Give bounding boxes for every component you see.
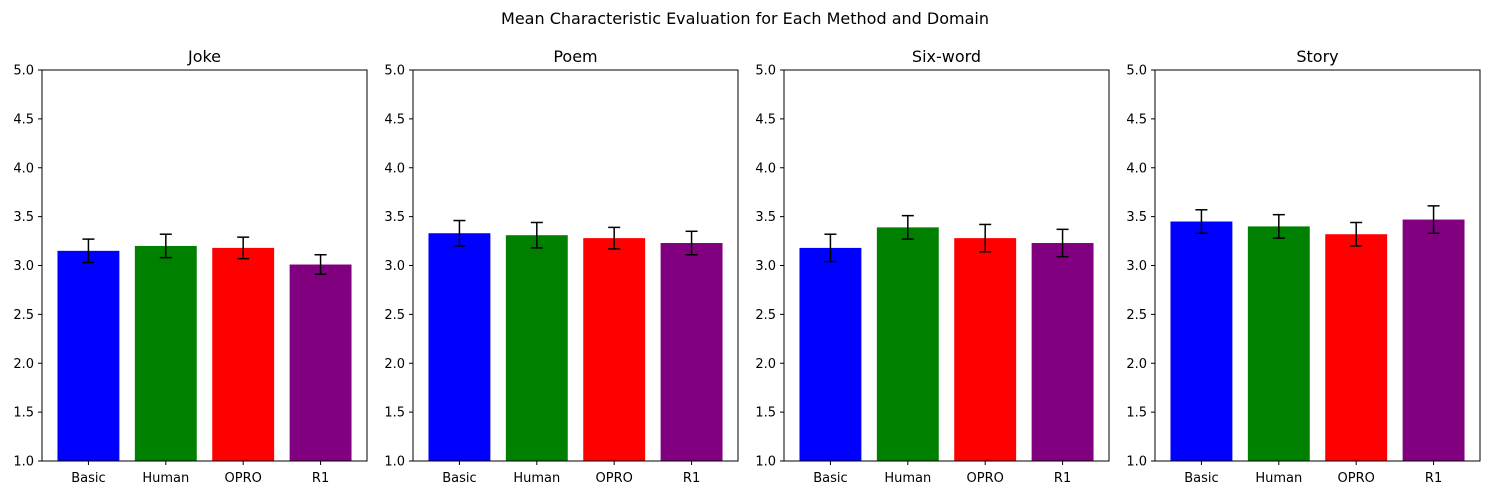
figure-suptitle: Mean Characteristic Evaluation for Each … — [501, 9, 989, 28]
y-tick-label: 1.0 — [755, 455, 776, 470]
x-tick-label: OPRO — [596, 471, 633, 486]
bar-human — [876, 227, 939, 461]
y-tick-label: 2.5 — [13, 308, 34, 323]
x-tick-label: Basic — [1184, 471, 1218, 486]
y-tick-label: 3.0 — [384, 259, 405, 274]
y-tick-label: 4.0 — [13, 161, 34, 176]
bar-human — [1247, 226, 1310, 461]
y-tick-label: 3.5 — [384, 210, 405, 225]
y-tick-label: 4.0 — [755, 161, 776, 176]
x-tick-label: Human — [513, 471, 560, 486]
x-tick-label: R1 — [683, 471, 700, 486]
bar-r1 — [1031, 243, 1094, 461]
axes-frame — [1154, 69, 1481, 462]
subplot-title: Poem — [553, 47, 597, 66]
chart-panels: Joke Basic Human OPRO R1 1.0 1.5 2.0 2.5 3.0 3.5 4.… — [13, 47, 1481, 486]
axes-frame — [412, 69, 739, 462]
y-tick-label: 1.5 — [755, 406, 776, 421]
y-tick-label: 3.5 — [755, 210, 776, 225]
y-tick-label: 4.0 — [1126, 161, 1147, 176]
x-tick-label: OPRO — [967, 471, 1004, 486]
x-tick-label: OPRO — [225, 471, 262, 486]
y-tick-label: 2.5 — [384, 308, 405, 323]
bar-human — [134, 245, 197, 461]
y-tick-label: 3.0 — [1126, 259, 1147, 274]
axes-frame — [783, 69, 1110, 462]
x-tick-label: R1 — [1054, 471, 1071, 486]
y-tick-label: 2.0 — [1126, 357, 1147, 372]
y-tick-label: 3.5 — [1126, 210, 1147, 225]
y-tick-label: 5.0 — [755, 64, 776, 79]
y-tick-label: 5.0 — [13, 64, 34, 79]
y-tick-label: 5.0 — [384, 64, 405, 79]
y-tick-label: 2.0 — [755, 357, 776, 372]
y-tick-label: 1.0 — [384, 455, 405, 470]
y-tick-label: 1.5 — [13, 406, 34, 421]
x-tick-label: Human — [1255, 471, 1302, 486]
subplot-title: Joke — [187, 47, 221, 66]
subplot-six-word: Six-word Basic Human OPRO R1 1.0 1.5 2.0 2.5 3.0 3… — [755, 47, 1110, 486]
bar-opro — [583, 238, 646, 461]
x-tick-label: R1 — [312, 471, 329, 486]
y-tick-label: 3.0 — [755, 259, 776, 274]
x-tick-label: R1 — [1425, 471, 1442, 486]
x-tick-label: Basic — [442, 471, 476, 486]
y-tick-label: 3.5 — [13, 210, 34, 225]
bar-r1 — [660, 243, 723, 461]
y-tick-label: 4.5 — [384, 112, 405, 127]
y-tick-label: 2.0 — [13, 357, 34, 372]
bar-opro — [1325, 234, 1388, 461]
y-tick-label: 1.5 — [384, 406, 405, 421]
bar-basic — [799, 247, 862, 461]
x-tick-label: Basic — [813, 471, 847, 486]
bar-r1 — [1402, 219, 1465, 461]
y-tick-label: 4.5 — [13, 112, 34, 127]
subplot-title: Story — [1296, 47, 1338, 66]
subplot-title: Six-word — [912, 47, 981, 66]
bar-opro — [212, 247, 275, 461]
axes-frame — [41, 69, 368, 462]
y-tick-label: 5.0 — [1126, 64, 1147, 79]
y-tick-label: 1.5 — [1126, 406, 1147, 421]
subplot-story: Story Basic Human OPRO R1 1.0 1.5 2.0 2.5 3.0 3.5 4… — [1126, 47, 1481, 486]
subplot-joke: Joke Basic Human OPRO R1 1.0 1.5 2.0 2.5 3.0 3.5 4.… — [13, 47, 368, 486]
y-tick-label: 1.0 — [1126, 455, 1147, 470]
bar-basic — [57, 250, 120, 461]
y-tick-label: 4.5 — [1126, 112, 1147, 127]
x-tick-label: OPRO — [1338, 471, 1375, 486]
y-tick-label: 2.0 — [384, 357, 405, 372]
x-tick-label: Basic — [71, 471, 105, 486]
y-tick-label: 4.0 — [384, 161, 405, 176]
bar-basic — [1170, 221, 1233, 461]
bar-opro — [954, 238, 1017, 461]
y-tick-label: 2.5 — [755, 308, 776, 323]
x-tick-label: Human — [884, 471, 931, 486]
bar-human — [505, 235, 568, 461]
y-tick-label: 1.0 — [13, 455, 34, 470]
y-tick-label: 4.5 — [755, 112, 776, 127]
y-tick-label: 3.0 — [13, 259, 34, 274]
subplot-poem: Poem Basic Human OPRO R1 1.0 1.5 2.0 2.5 3.0 3.5 4.… — [384, 47, 739, 486]
x-tick-label: Human — [142, 471, 189, 486]
bar-r1 — [289, 264, 352, 461]
bar-basic — [428, 233, 491, 461]
y-tick-label: 2.5 — [1126, 308, 1147, 323]
